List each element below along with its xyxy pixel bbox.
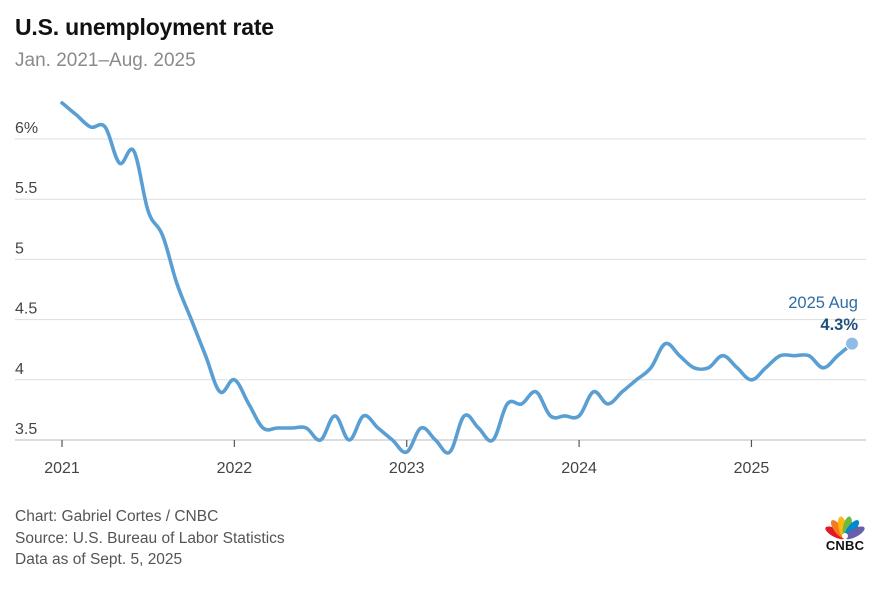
x-tick-label: 2021 [44,460,80,477]
chart-footer: Chart: Gabriel Cortes / CNBC Source: U.S… [15,506,285,571]
y-tick-label: 4.5 [15,301,37,318]
y-tick-label: 5 [15,240,24,257]
data-source: Source: U.S. Bureau of Labor Statistics [15,529,285,547]
data-date-note: Data as of Sept. 5, 2025 [15,551,183,568]
line-chart: 6% 5.5 5 4.5 4 3.5 2021 2022 2023 2024 2025 2025 Au… [15,101,866,477]
y-tick-label: 3.5 [15,421,37,438]
cnbc-logo-text: CNBC [825,538,865,553]
latest-point-marker [845,336,859,351]
annotation-value-label: 4.3% [820,316,858,334]
chart-title: U.S. unemployment rate [15,14,274,40]
series-line [60,101,854,455]
y-tick-label: 5.5 [15,180,37,197]
x-tick-label: 2024 [561,460,597,477]
annotation-date-label: 2025 Aug [788,294,858,312]
x-tick-label: 2023 [389,460,425,477]
y-tick-label: 6% [15,120,38,137]
x-tick-label: 2022 [217,460,253,477]
y-tick-label: 4 [15,361,24,378]
chart-subtitle: Jan. 2021–Aug. 2025 [15,50,196,71]
cnbc-logo: CNBC [820,514,870,554]
chart-credit: Chart: Gabriel Cortes / CNBC [15,508,219,525]
x-tick-label: 2025 [734,460,770,477]
peacock-icon [825,516,865,540]
